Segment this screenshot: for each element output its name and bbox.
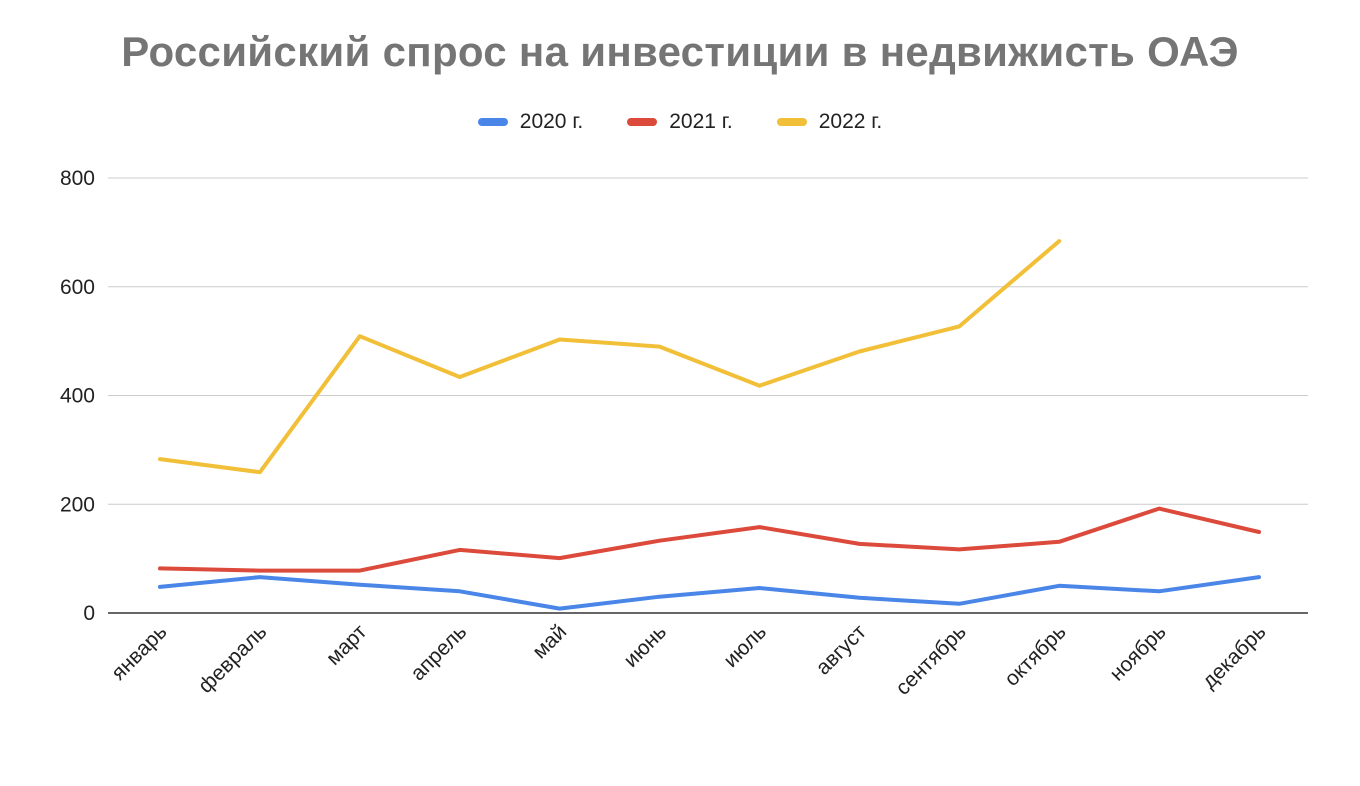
legend-swatch-2021: [627, 118, 658, 126]
legend-item-2020: 2020 г.: [477, 110, 584, 134]
y-tick-label: 800: [60, 167, 95, 190]
legend-swatch-2020: [477, 118, 508, 126]
legend-swatch-2022: [776, 118, 807, 126]
legend: 2020 г. 2021 г. 2022 г.: [0, 110, 1360, 134]
chart-title: Российский спрос на инвестиции в недвижи…: [121, 28, 1239, 75]
y-tick-label: 0: [83, 602, 95, 625]
x-tick-label: сентябрь: [891, 620, 971, 700]
x-tick-label: октябрь: [1000, 620, 1071, 691]
series-line-2022: [158, 239, 1062, 475]
legend-item-2022: 2022 г.: [776, 110, 883, 134]
x-tick-label: январь: [107, 620, 172, 685]
x-tick-label: июль: [719, 620, 771, 672]
legend-label-2021: 2021 г.: [669, 110, 733, 133]
x-tick-label: май: [528, 620, 571, 663]
series-line-2020: [158, 575, 1261, 611]
x-tick-label: август: [812, 620, 872, 680]
series-line-2021: [158, 506, 1261, 573]
y-tick-label: 200: [60, 493, 95, 516]
x-tick-label: июнь: [619, 620, 671, 672]
x-tick-label: декабрь: [1198, 620, 1271, 693]
legend-label-2020: 2020 г.: [519, 110, 584, 133]
x-tick-label: февраль: [194, 620, 272, 698]
y-tick-label: 600: [60, 276, 95, 299]
legend-label-2022: 2022 г.: [818, 110, 883, 133]
x-tick-label: апрель: [406, 620, 471, 685]
legend-item-2021: 2021 г.: [627, 110, 733, 134]
x-tick-label: ноябрь: [1105, 620, 1170, 685]
x-tick-label: март: [322, 620, 372, 670]
y-tick-label: 400: [60, 385, 95, 408]
